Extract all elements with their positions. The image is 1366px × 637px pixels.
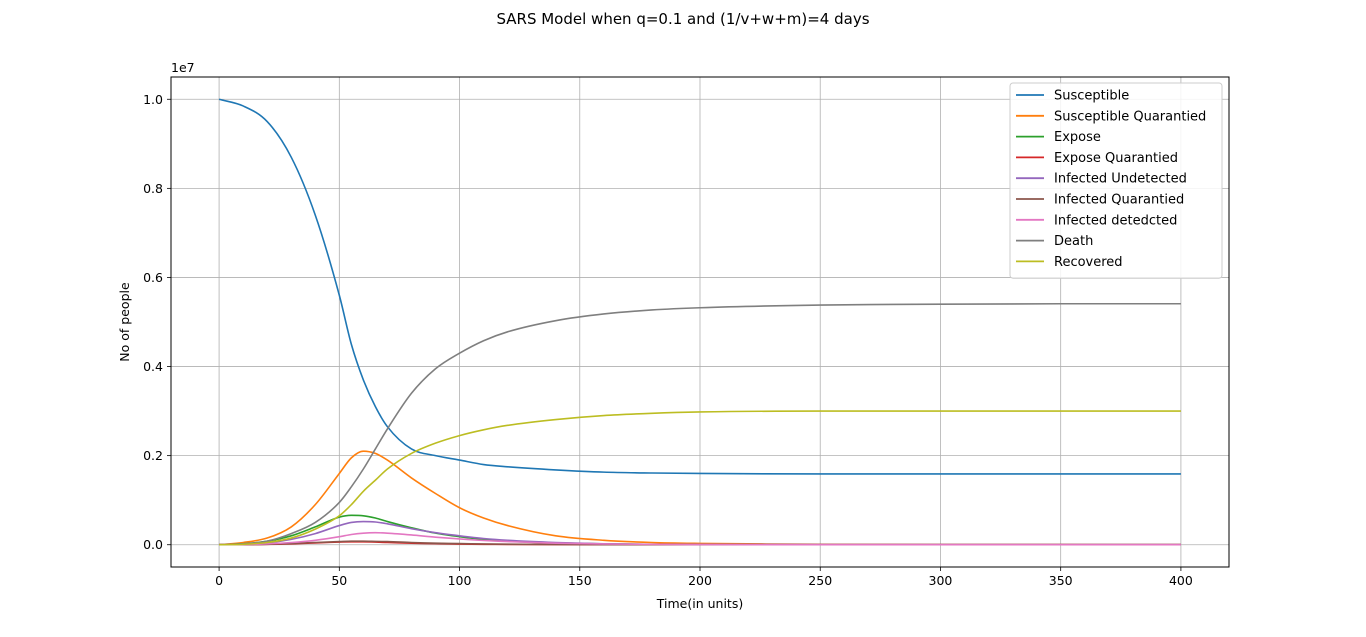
series-line-0 bbox=[218, 98, 1181, 475]
x-tick-label: 300 bbox=[929, 573, 953, 588]
x-tick-label: 0 bbox=[215, 573, 223, 588]
legend-entry: Infected Quarantied bbox=[1054, 193, 1184, 208]
axis-ticks: 0 50 100 150 200 250 300 350 400 0.0 0.2 0.4 0.6 0.8 1… bbox=[143, 92, 1193, 588]
legend-entry: Susceptible bbox=[1054, 89, 1129, 104]
legend-entry: Expose bbox=[1054, 130, 1101, 145]
legend-entry: Infected detedcted bbox=[1054, 213, 1177, 228]
x-tick-label: 50 bbox=[331, 573, 347, 588]
y-offset-label: 1e7 bbox=[171, 60, 195, 75]
y-tick-label: 0.0 bbox=[143, 537, 163, 552]
series-line-6 bbox=[219, 531, 1181, 546]
series-line-8 bbox=[219, 410, 1181, 546]
y-tick-label: 0.2 bbox=[143, 448, 163, 463]
x-tick-label: 100 bbox=[448, 573, 472, 588]
series-line-7 bbox=[219, 302, 1181, 546]
legend-box bbox=[1009, 82, 1223, 279]
y-tick-label: 0.6 bbox=[143, 270, 163, 285]
x-tick-label: 350 bbox=[1049, 573, 1073, 588]
x-tick-label: 200 bbox=[688, 573, 712, 588]
legend-entry: Death bbox=[1054, 234, 1093, 249]
legend-entry: Recovered bbox=[1054, 255, 1123, 270]
y-tick-label: 1.0 bbox=[143, 92, 163, 107]
chart-title: SARS Model when q=0.1 and (1/v+w+m)=4 da… bbox=[496, 10, 869, 28]
y-tick-label: 0.4 bbox=[143, 359, 163, 374]
y-tick-label: 0.8 bbox=[143, 181, 163, 196]
series-lines bbox=[218, 98, 1181, 546]
legend-entry: Expose Quarantied bbox=[1054, 151, 1178, 166]
x-tick-label: 400 bbox=[1169, 573, 1193, 588]
x-tick-label: 250 bbox=[808, 573, 832, 588]
legend-entry: Infected Undetected bbox=[1054, 172, 1187, 187]
x-tick-label: 150 bbox=[568, 573, 592, 588]
y-axis-label: No of people bbox=[117, 282, 132, 362]
x-axis-label: Time(in units) bbox=[656, 596, 743, 611]
legend-entry: Susceptible Quarantied bbox=[1054, 109, 1206, 124]
legend: Susceptible Susceptible Quarantied Expose E… bbox=[1009, 82, 1223, 279]
